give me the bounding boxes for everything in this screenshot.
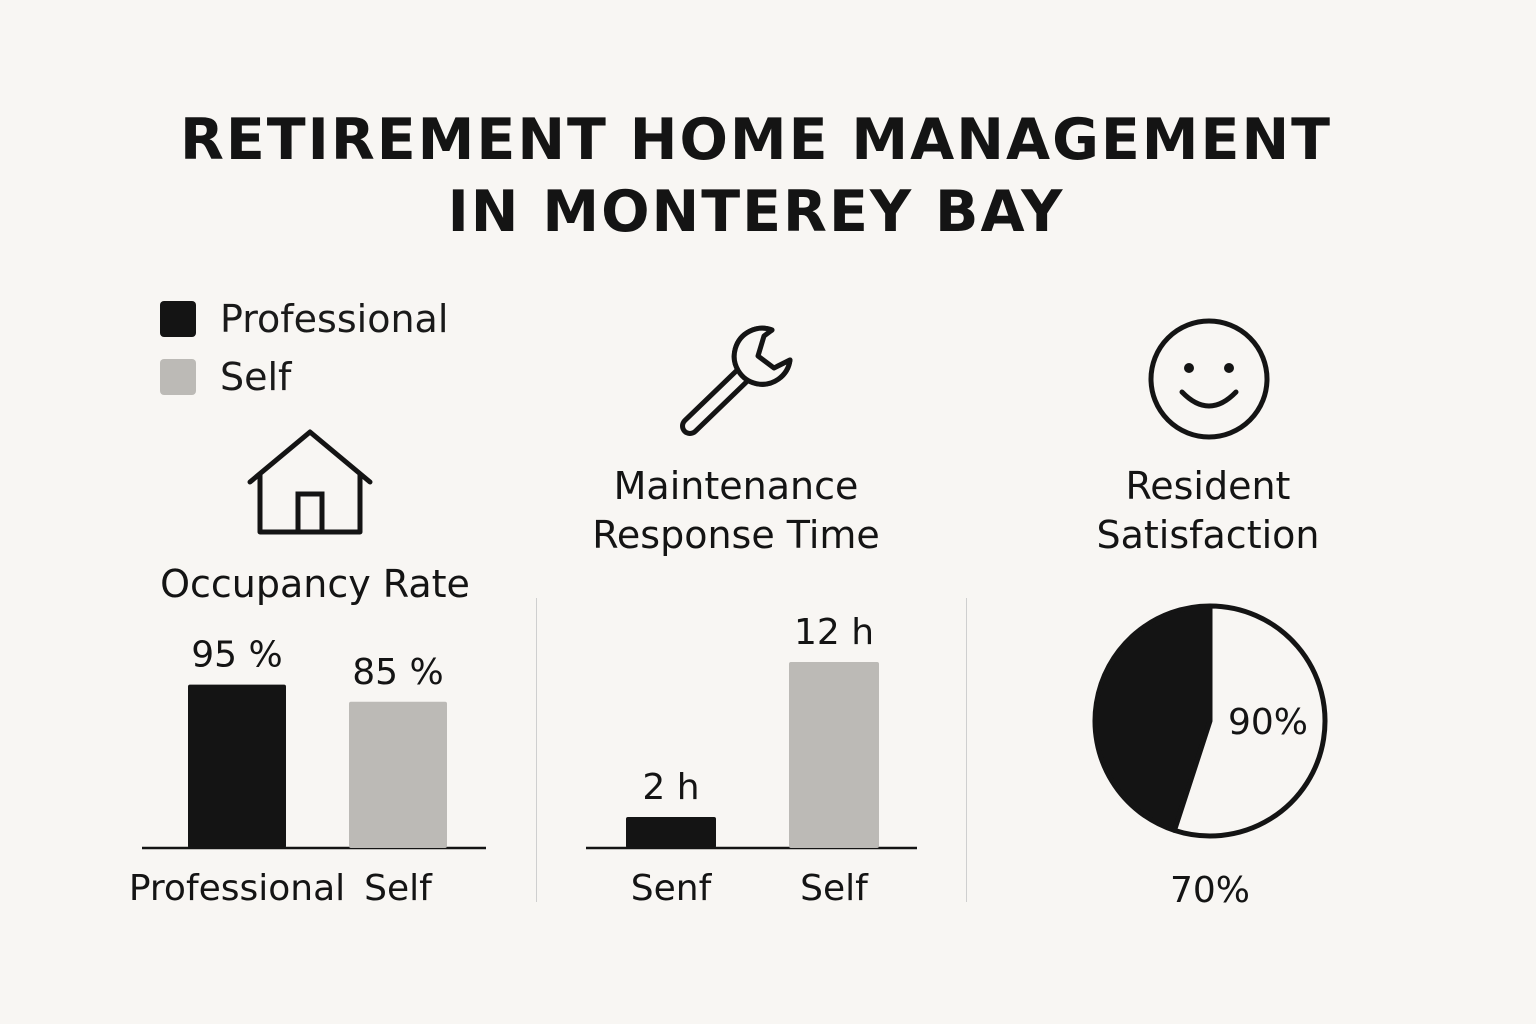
maintenance-1-bar bbox=[789, 662, 879, 848]
maintenance-0-bar bbox=[626, 817, 716, 848]
occupancy-1-value-label: 85 % bbox=[352, 652, 443, 693]
satisfaction-title: Resident Satisfaction bbox=[1036, 462, 1380, 560]
maintenance-title-line-1: Maintenance bbox=[613, 464, 859, 508]
satisfaction-title-line-2: Satisfaction bbox=[1096, 513, 1320, 557]
maintenance-bar-chart: 2 h Senf 12 h Self bbox=[586, 612, 917, 909]
maintenance-0-category-label: Senf bbox=[631, 868, 713, 909]
occupancy-1-bar bbox=[349, 701, 447, 848]
maintenance-1-value-label: 12 h bbox=[794, 612, 874, 653]
legend-label-self: Self bbox=[220, 355, 292, 399]
title-line-1: RETIREMENT HOME MANAGEMENT bbox=[179, 107, 1333, 173]
maintenance-0-value-label: 2 h bbox=[642, 767, 699, 808]
title-line-2: IN MONTEREY BAY bbox=[447, 179, 1065, 245]
occupancy-title: Occupancy Rate bbox=[160, 562, 470, 606]
smiley-face-icon bbox=[1148, 318, 1270, 440]
occupancy-0-category-label: Professional bbox=[130, 868, 345, 909]
legend-label-professional: Professional bbox=[220, 297, 449, 341]
occupancy-bar-chart: 95 % Professional 85 % Self bbox=[130, 635, 486, 909]
house-icon bbox=[247, 429, 373, 535]
divider-right bbox=[966, 598, 967, 902]
occupancy-1-category-label: Self bbox=[364, 868, 433, 909]
maintenance-title: Maintenance Response Time bbox=[556, 462, 916, 560]
satisfaction-slice-1 bbox=[1171, 603, 1328, 839]
satisfaction-title-line-1: Resident bbox=[1125, 464, 1291, 508]
satisfaction-pie-chart: 90% 70% bbox=[1092, 603, 1328, 911]
occupancy-0-value-label: 95 % bbox=[191, 635, 282, 676]
chart-title: RETIREMENT HOME MANAGEMENT IN MONTEREY B… bbox=[0, 104, 1512, 248]
maintenance-1-category-label: Self bbox=[800, 868, 869, 909]
legend-swatch-self bbox=[160, 359, 196, 395]
occupancy-0-bar bbox=[188, 684, 286, 848]
legend-item-self: Self bbox=[160, 355, 292, 399]
satisfaction-inner-label: 90% bbox=[1228, 702, 1308, 743]
wrench-icon bbox=[680, 325, 793, 436]
divider-left bbox=[536, 598, 537, 902]
satisfaction-slice-0 bbox=[1092, 603, 1213, 833]
legend-item-professional: Professional bbox=[160, 297, 449, 341]
legend-swatch-professional bbox=[160, 301, 196, 337]
maintenance-title-line-2: Response Time bbox=[592, 513, 880, 557]
satisfaction-bottom-label: 70% bbox=[1170, 870, 1250, 911]
